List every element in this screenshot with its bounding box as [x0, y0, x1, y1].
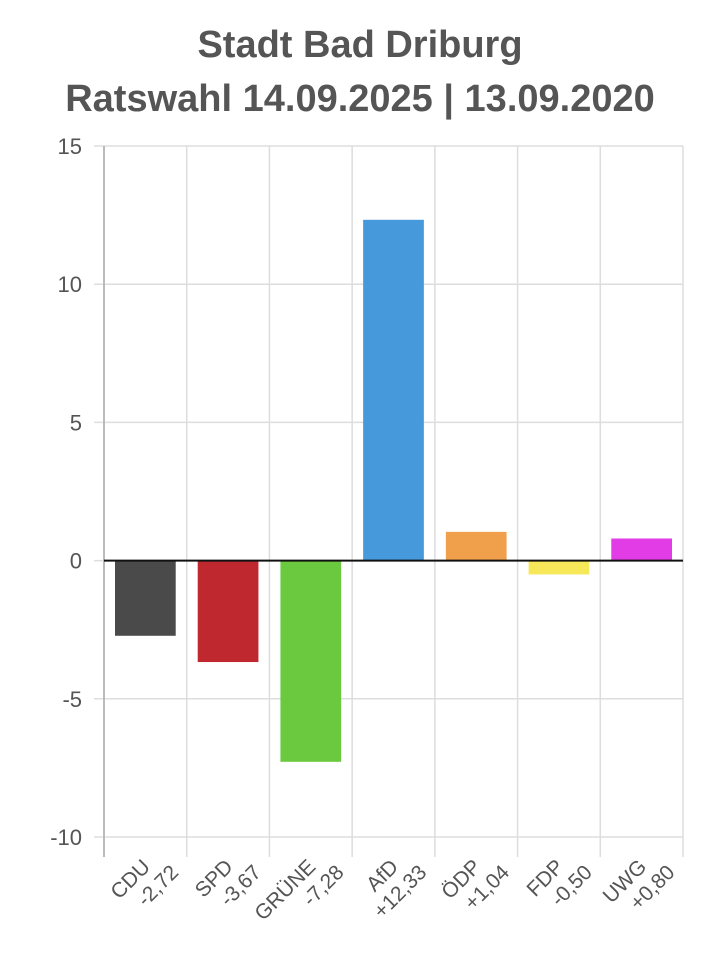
bars	[104, 219, 683, 762]
y-tick-label: -10	[50, 825, 82, 850]
y-tick-label: 15	[58, 134, 82, 159]
bar-afd	[363, 219, 424, 561]
bar-fdp	[528, 560, 590, 575]
y-tick-label: -5	[62, 687, 82, 712]
bar-uwg	[611, 538, 672, 561]
bar-cdu	[115, 560, 176, 636]
bar-grüne	[280, 560, 342, 762]
y-tick-label: 0	[70, 549, 82, 574]
x-tick-label: ÖDP+1,04	[437, 855, 514, 914]
bar-spd	[197, 560, 259, 663]
x-tick-label: FDP-0,50	[523, 855, 597, 911]
x-tick-label: CDU-2,72	[106, 855, 183, 911]
bar-ödp	[445, 531, 507, 561]
x-tick-label: GRÜNE-7,28	[250, 855, 348, 925]
chart-title-line-1: Stadt Bad Driburg	[197, 24, 523, 66]
x-tick-label: AfD+12,33	[362, 855, 431, 923]
y-tick-label: 5	[70, 410, 82, 435]
y-axis: 15 10 5 0 -5 -10	[50, 134, 105, 857]
chart-title-line-2: Ratswahl 14.09.2025 | 13.09.2020	[65, 78, 655, 120]
x-tick-label: UWG+0,80	[599, 855, 680, 914]
y-tick-label: 10	[58, 272, 82, 297]
